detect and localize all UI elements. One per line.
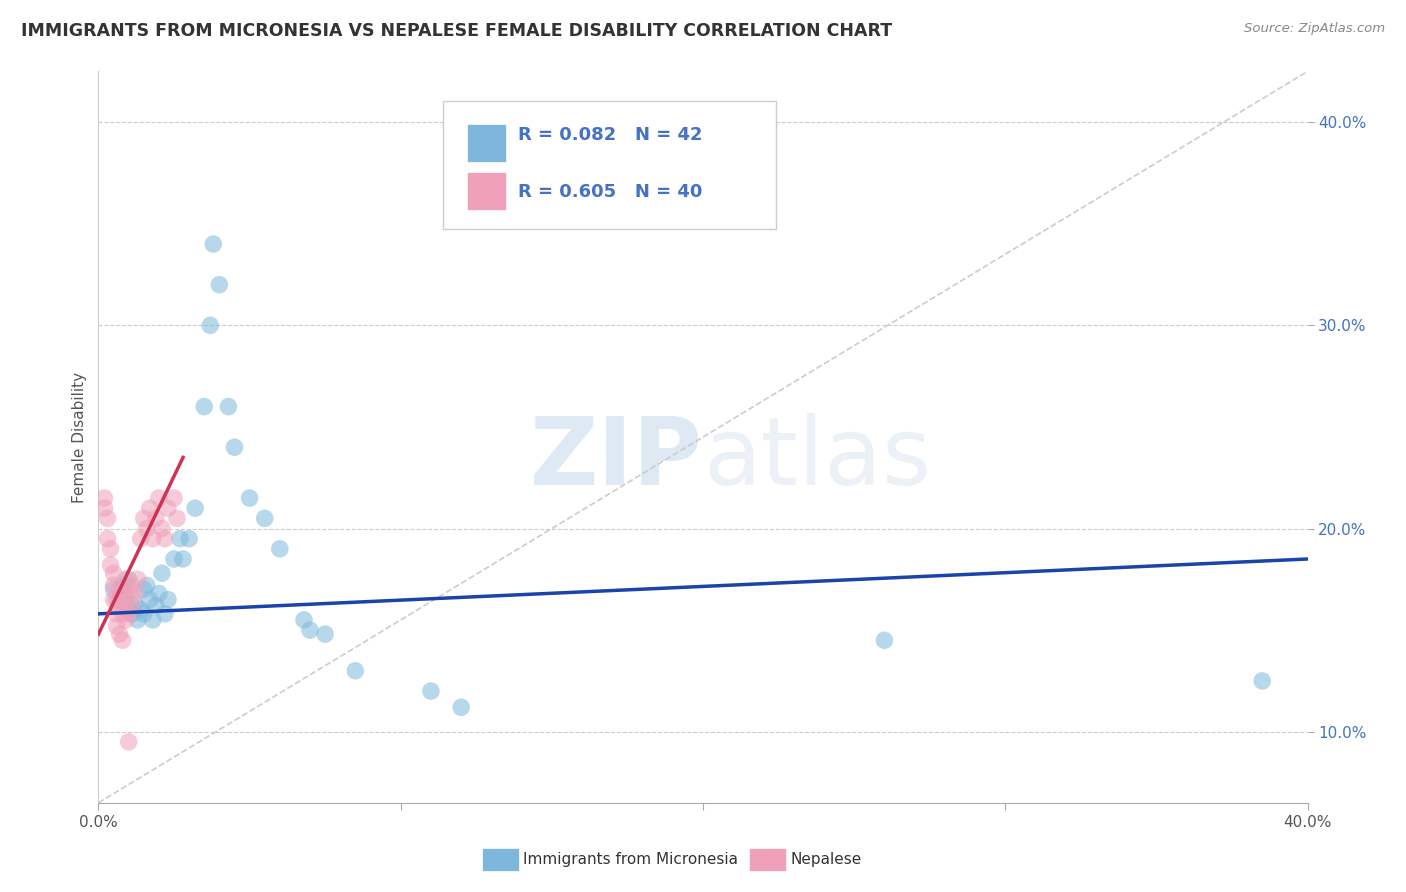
Point bbox=[103, 578, 125, 592]
Point bbox=[208, 277, 231, 292]
Point bbox=[111, 586, 134, 600]
Point bbox=[135, 578, 157, 592]
Point bbox=[179, 532, 201, 546]
Point bbox=[105, 592, 128, 607]
Point bbox=[118, 603, 141, 617]
Point bbox=[153, 607, 176, 621]
Point bbox=[114, 586, 136, 600]
Point bbox=[100, 541, 122, 556]
Point bbox=[139, 501, 162, 516]
Point bbox=[142, 613, 165, 627]
Point bbox=[118, 586, 141, 600]
Point bbox=[121, 607, 143, 621]
Text: IMMIGRANTS FROM MICRONESIA VS NEPALESE FEMALE DISABILITY CORRELATION CHART: IMMIGRANTS FROM MICRONESIA VS NEPALESE F… bbox=[21, 22, 893, 40]
Point bbox=[239, 491, 262, 505]
Point bbox=[105, 607, 128, 621]
Point bbox=[132, 511, 155, 525]
Point bbox=[156, 501, 179, 516]
Point bbox=[108, 627, 131, 641]
FancyBboxPatch shape bbox=[443, 101, 776, 228]
Point bbox=[105, 619, 128, 633]
Point bbox=[118, 607, 141, 621]
Point bbox=[873, 633, 896, 648]
Point bbox=[124, 597, 146, 611]
Point bbox=[135, 521, 157, 535]
FancyBboxPatch shape bbox=[467, 124, 506, 162]
Point bbox=[108, 592, 131, 607]
Point bbox=[103, 592, 125, 607]
Point bbox=[132, 582, 155, 597]
Text: Immigrants from Micronesia: Immigrants from Micronesia bbox=[523, 853, 738, 867]
Point bbox=[108, 582, 131, 597]
Point bbox=[114, 572, 136, 586]
Point bbox=[132, 607, 155, 621]
Point bbox=[96, 532, 118, 546]
Point bbox=[148, 586, 170, 600]
Point bbox=[124, 586, 146, 600]
Text: ZIP: ZIP bbox=[530, 413, 703, 505]
Point bbox=[139, 592, 162, 607]
FancyBboxPatch shape bbox=[467, 172, 506, 211]
Point bbox=[166, 511, 188, 525]
Point bbox=[253, 511, 276, 525]
Point bbox=[93, 491, 115, 505]
Point bbox=[118, 572, 141, 586]
Text: R = 0.082   N = 42: R = 0.082 N = 42 bbox=[517, 126, 703, 145]
Point bbox=[163, 552, 186, 566]
Point bbox=[163, 491, 186, 505]
Point bbox=[111, 578, 134, 592]
Point bbox=[202, 237, 225, 252]
Point bbox=[145, 511, 167, 525]
Point bbox=[121, 578, 143, 592]
Point bbox=[420, 684, 443, 698]
Point bbox=[292, 613, 315, 627]
Point bbox=[111, 607, 134, 621]
Point bbox=[129, 532, 152, 546]
Point bbox=[127, 613, 149, 627]
Point bbox=[111, 633, 134, 648]
Point bbox=[193, 400, 215, 414]
Y-axis label: Female Disability: Female Disability bbox=[72, 371, 87, 503]
Point bbox=[121, 599, 143, 613]
Point bbox=[96, 511, 118, 525]
Point bbox=[100, 558, 122, 573]
Point bbox=[142, 532, 165, 546]
Point bbox=[114, 613, 136, 627]
Point bbox=[172, 552, 194, 566]
Point bbox=[103, 566, 125, 581]
Point bbox=[114, 599, 136, 613]
Point bbox=[224, 440, 246, 454]
Point bbox=[269, 541, 291, 556]
Point bbox=[103, 582, 125, 597]
Point bbox=[217, 400, 239, 414]
Point bbox=[150, 566, 173, 581]
Point bbox=[450, 700, 472, 714]
Text: atlas: atlas bbox=[703, 413, 931, 505]
Point bbox=[129, 603, 152, 617]
Point bbox=[1251, 673, 1274, 688]
Point bbox=[145, 599, 167, 613]
Text: Source: ZipAtlas.com: Source: ZipAtlas.com bbox=[1244, 22, 1385, 36]
Point bbox=[156, 592, 179, 607]
Point bbox=[150, 521, 173, 535]
Point bbox=[184, 501, 207, 516]
Text: R = 0.605   N = 40: R = 0.605 N = 40 bbox=[517, 183, 703, 201]
Text: Nepalese: Nepalese bbox=[790, 853, 862, 867]
Point bbox=[299, 623, 322, 637]
Point bbox=[314, 627, 336, 641]
Point bbox=[153, 532, 176, 546]
Point bbox=[93, 501, 115, 516]
Point bbox=[127, 572, 149, 586]
Point bbox=[118, 735, 141, 749]
Point bbox=[108, 599, 131, 613]
Point bbox=[169, 532, 191, 546]
Point bbox=[148, 491, 170, 505]
Point bbox=[344, 664, 367, 678]
Point bbox=[200, 318, 222, 333]
